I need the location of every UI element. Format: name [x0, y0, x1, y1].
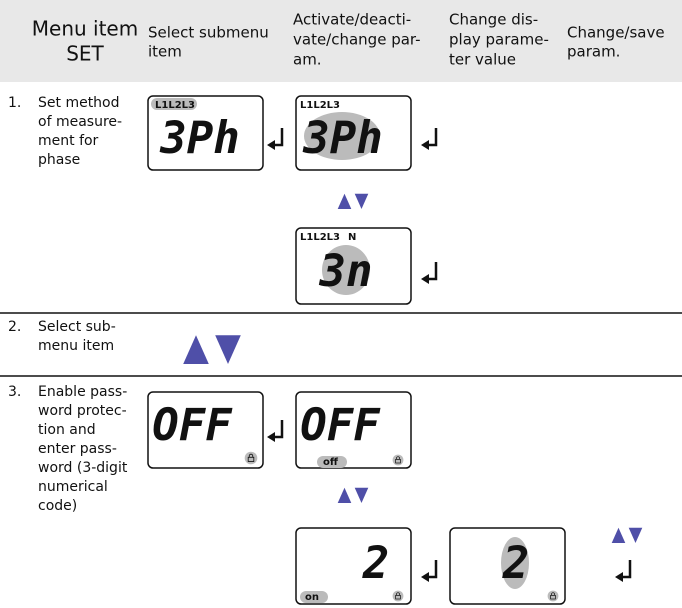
- enter-key: [266, 128, 284, 150]
- header-text: am.: [293, 51, 322, 69]
- header-text: ter value: [449, 51, 516, 69]
- row-text: phase: [38, 152, 80, 168]
- header-text: item: [148, 43, 182, 61]
- lcd-value: 3n: [319, 246, 373, 297]
- enter-key: [420, 560, 438, 582]
- header-text: param.: [567, 43, 620, 61]
- enter-key: [614, 560, 632, 582]
- enter-key: [266, 420, 284, 442]
- header-text: Activate/deacti-: [293, 11, 411, 29]
- row-text: ment for: [38, 133, 99, 149]
- header-text: play parame-: [449, 31, 549, 49]
- header-text: Menu item: [32, 17, 138, 41]
- up-down-keys: [337, 487, 369, 503]
- indicator: L1L2L3: [300, 232, 340, 243]
- up-down-keys: [337, 193, 369, 209]
- lcd-display: 2: [449, 527, 566, 605]
- status-tag: off: [323, 457, 339, 468]
- row-text: of measure-: [38, 114, 122, 130]
- up-down-keys: [611, 527, 643, 543]
- lcd-value: 3Ph: [302, 113, 382, 164]
- header-text: Change dis-: [449, 11, 538, 29]
- lcd-value: OFF: [300, 400, 381, 451]
- row-text: Enable pass-: [38, 384, 127, 400]
- header-text: Change/save: [567, 24, 665, 42]
- lcd-display: L1L2L3 3Ph: [295, 95, 412, 171]
- header-band: [0, 0, 682, 82]
- lcd-value: 2: [502, 538, 530, 589]
- header-text: SET: [66, 42, 104, 66]
- lcd-display: OFF off: [295, 391, 412, 469]
- lcd-value: 2: [362, 538, 390, 589]
- row-text: Select sub-: [38, 319, 116, 335]
- indicator: L1L2L3: [300, 100, 340, 111]
- row-text: menu item: [38, 338, 114, 354]
- lcd-value: OFF: [152, 400, 233, 451]
- row-number: 3.: [8, 384, 21, 400]
- lcd-display: OFF: [147, 391, 264, 469]
- enter-key: [420, 262, 438, 284]
- row-text: tion and: [38, 422, 96, 438]
- lcd-value: 3Ph: [159, 113, 239, 164]
- row-text: numerical: [38, 479, 108, 495]
- row-text: enter pass-: [38, 441, 117, 457]
- lcd-display: 2 on: [295, 527, 412, 605]
- header-text: Select submenu: [148, 24, 269, 42]
- status-tag: on: [305, 592, 319, 603]
- row-text: word (3-digit: [38, 460, 128, 476]
- indicator: L1L2L3: [155, 100, 195, 111]
- row-text: Set method: [38, 95, 120, 111]
- row-texts: 1. Set method of measure-ment for phase 2. Se…: [8, 95, 128, 514]
- lcd-display: L1L2L3 N 3n: [295, 227, 412, 305]
- header-text: vate/change par-: [293, 31, 421, 49]
- indicator: N: [348, 232, 356, 243]
- row-text: code): [38, 498, 77, 514]
- lcd-display: L1L2L3 3Ph: [147, 95, 264, 171]
- row-text: word protec-: [38, 403, 127, 419]
- row-number: 2.: [8, 319, 21, 335]
- row-number: 1.: [8, 95, 21, 111]
- enter-key: [420, 128, 438, 150]
- up-down-keys: [183, 335, 241, 364]
